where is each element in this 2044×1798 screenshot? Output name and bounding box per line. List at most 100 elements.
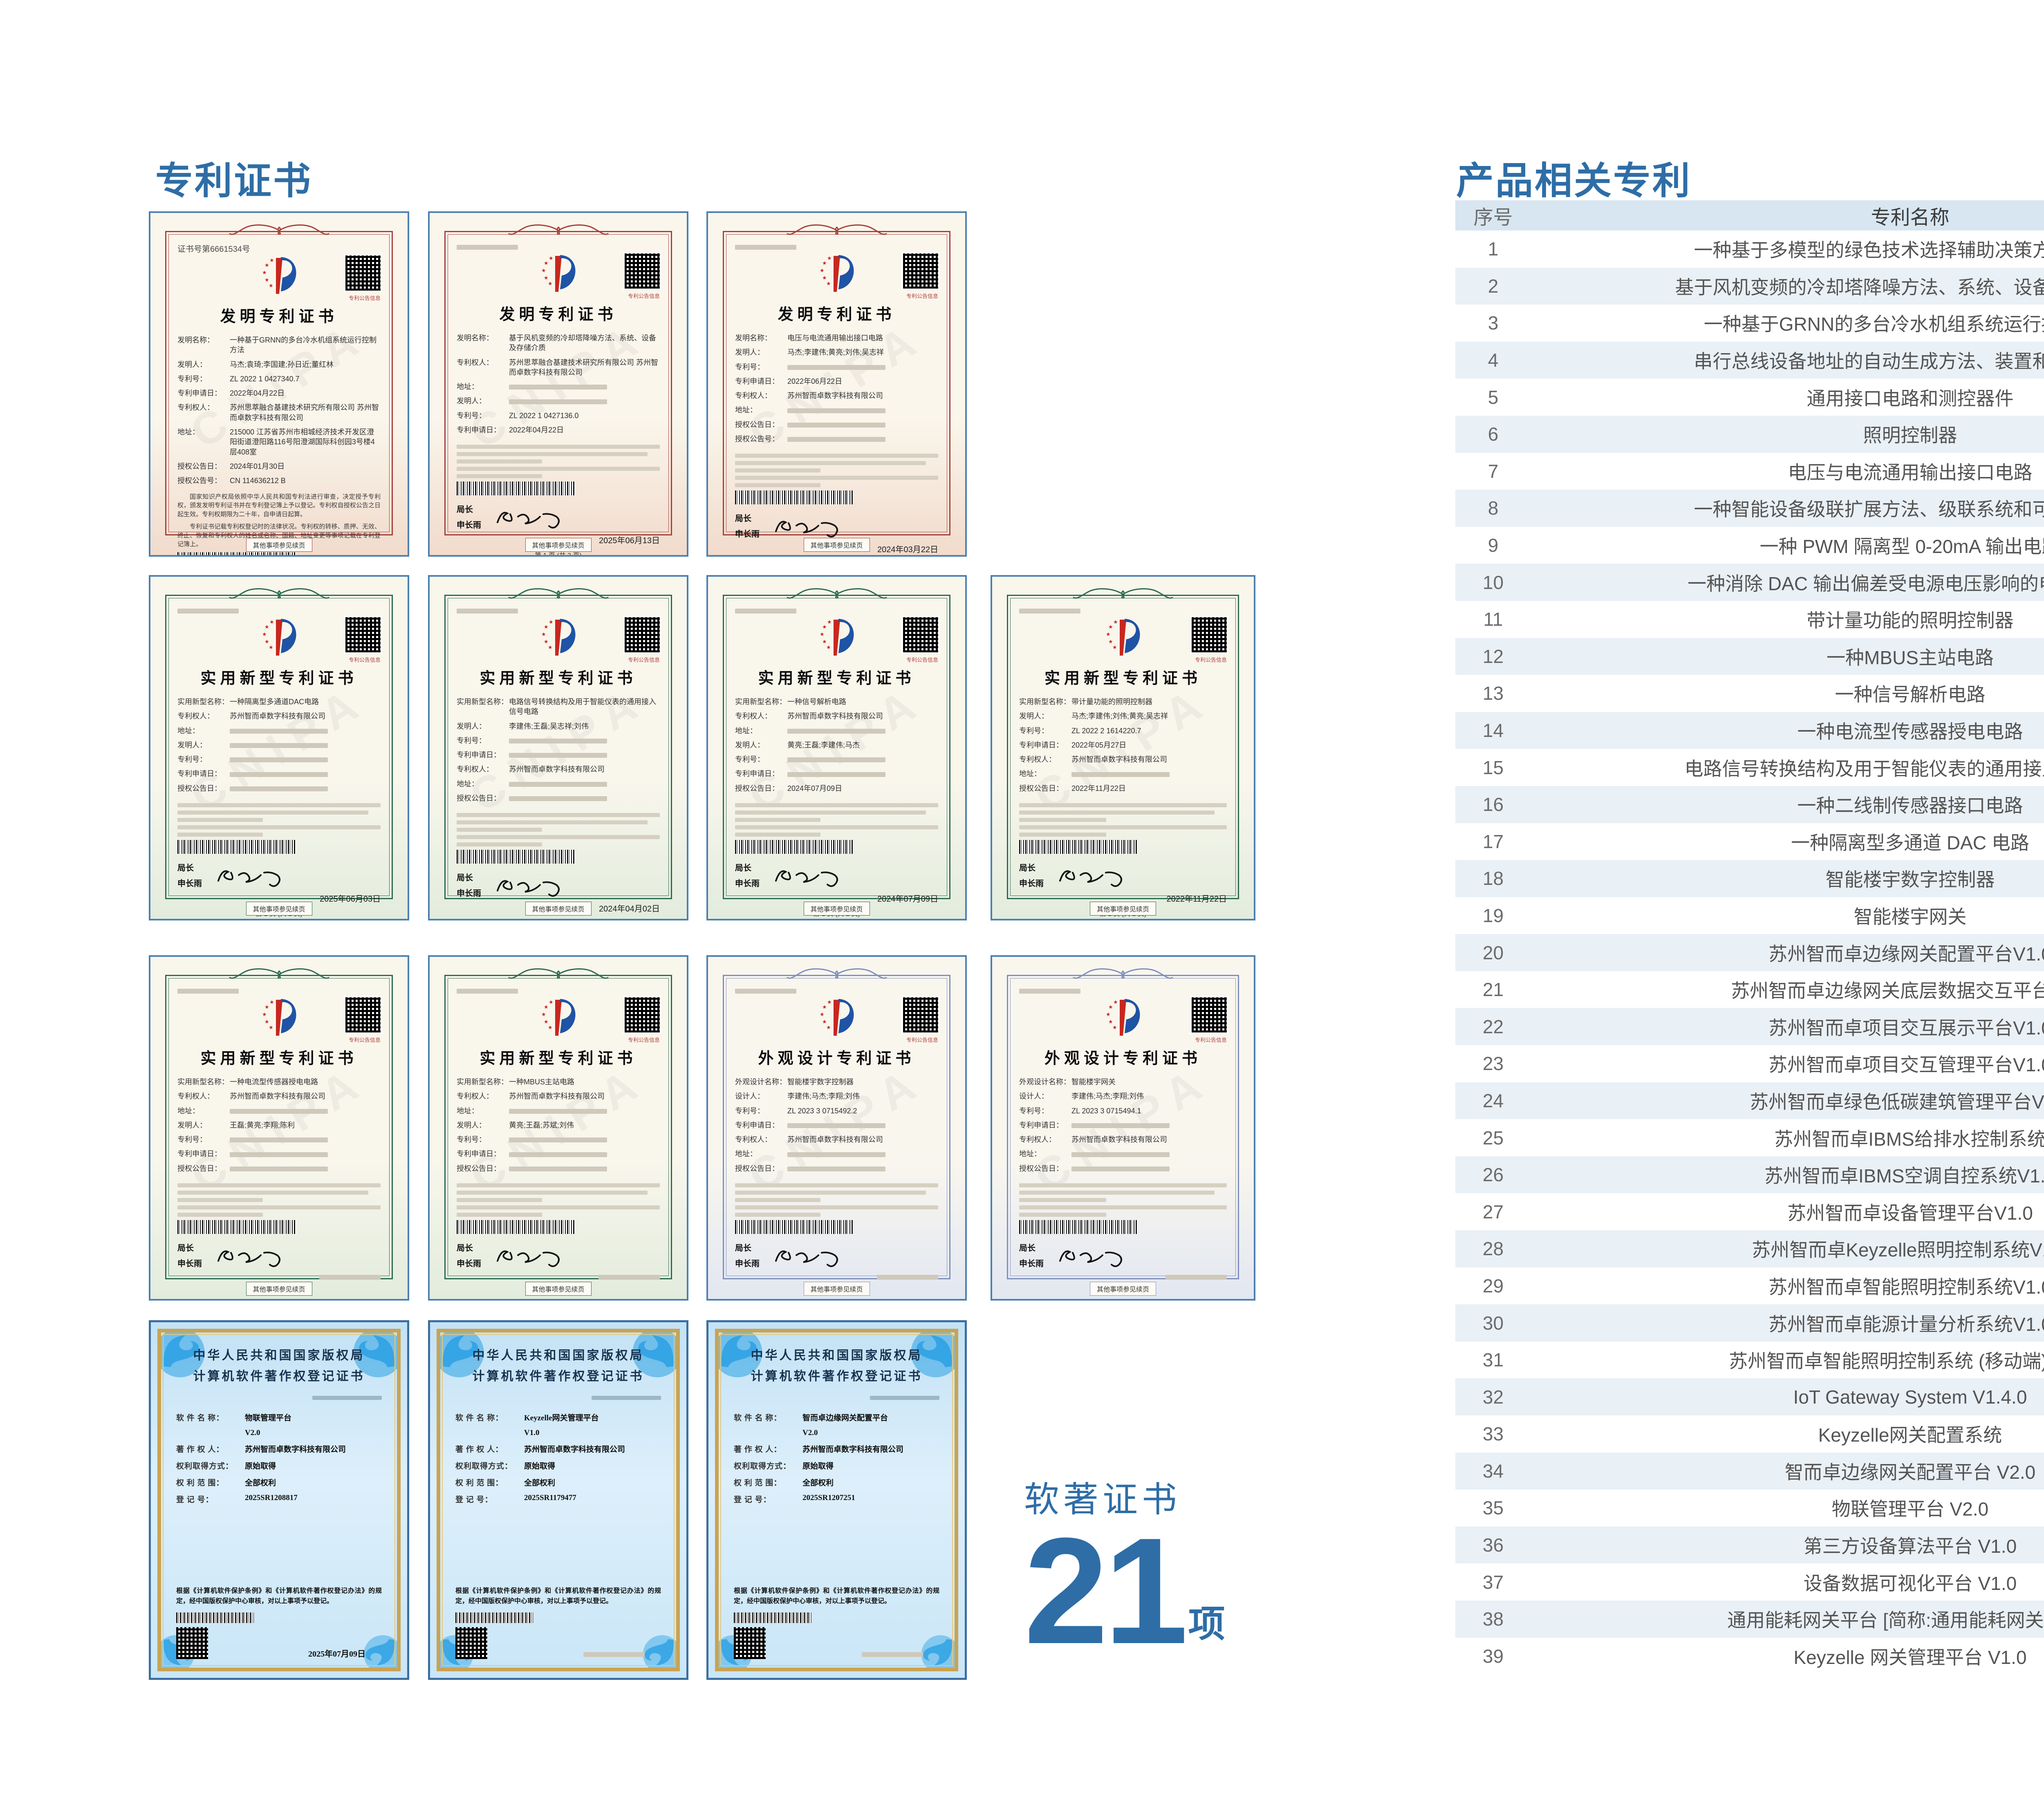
field-row: 授权公告日： 2024年01月30日 xyxy=(177,461,381,471)
table-row: 30 苏州智而卓能源计量分析系统V1.0 软著 xyxy=(1455,1304,2044,1341)
field-row: 授权公告号： CN 114636212 B xyxy=(177,476,381,486)
cell-no: 24 xyxy=(1482,1090,1504,1111)
cell-no: 27 xyxy=(1482,1201,1504,1223)
field-row: 实用新型名称： 电路信号转换结构及用于智能仪表的通用接入信号电路 xyxy=(457,697,660,717)
cell-name: 一种 PWM 隔离型 0-20mA 输出电路 xyxy=(1759,536,2044,558)
sw-cert-number xyxy=(455,1394,661,1401)
svg-text:★: ★ xyxy=(544,1004,549,1010)
field-label: 权 利 范 围： xyxy=(734,1479,782,1487)
table-row: 17 一种隔离型多通道 DAC 电路 实用新型 xyxy=(1455,823,2044,860)
svg-text:★: ★ xyxy=(549,255,554,261)
patent-certificate: CNIPA ★ ★ ★ ★ ★ 专利公告信息 实用新型专利证书 实 xyxy=(428,575,688,920)
field-label: 专利号： xyxy=(1019,1106,1049,1115)
field-label: 登 记 号： xyxy=(734,1496,771,1504)
field-label: 地址： xyxy=(1019,770,1041,778)
cert-ornament-icon xyxy=(787,968,887,979)
table-row: 31 苏州智而卓智能照明控制系统 (移动端) V1.0 软著 xyxy=(1455,1341,2044,1379)
cell-no: 9 xyxy=(1488,535,1499,556)
field-label: 专利申请日： xyxy=(177,1150,222,1158)
field-row: 发明人： 李建伟;王磊;吴志祥;刘伟 xyxy=(457,721,660,731)
field-value: 智能楼宇数字控制器 xyxy=(787,1078,854,1086)
cnipa-logo-icon: ★ ★ ★ ★ ★ xyxy=(541,255,576,292)
field-value xyxy=(787,434,938,444)
cell-name: 苏州智而卓Keyzelle照明控制系统V1.0 xyxy=(1752,1239,2044,1261)
field-row: 授权公告日： xyxy=(457,793,660,803)
field-row: 地址： xyxy=(457,1106,660,1116)
field-row: 权 利 范 围： 全部权利 xyxy=(734,1477,939,1488)
field-value: 李建伟;王磊;吴志祥;刘伟 xyxy=(509,722,589,730)
cert-number xyxy=(735,242,938,252)
cert-title: 外观设计专利证书 xyxy=(758,1050,915,1067)
field-value xyxy=(509,750,660,760)
cell-no: 21 xyxy=(1482,979,1504,1001)
cert-date: 2024年07月09日 xyxy=(877,895,938,904)
field-row: 发明人： 马杰;李建伟;黄亮;刘伟;吴志祥 xyxy=(735,347,938,357)
field-label: 专利申请日： xyxy=(1019,741,1063,749)
cert-ornament-icon xyxy=(229,588,329,599)
officer-label: 局长 xyxy=(735,864,751,873)
field-value xyxy=(787,405,938,415)
table-row: 11 带计量功能的照明控制器 实用新型 xyxy=(1455,600,2044,638)
field-value xyxy=(230,1135,381,1144)
table-row: 24 苏州智而卓绿色低碳建筑管理平台V1.0 软著 xyxy=(1455,1082,2044,1120)
soft-count-unit: 项 xyxy=(1188,1604,1225,1645)
field-value: 苏州智而卓数字科技有限公司 xyxy=(230,1092,325,1101)
cert-paragraphs xyxy=(735,1180,938,1220)
qr-caption: 专利公告信息 xyxy=(348,657,381,663)
svg-text:★: ★ xyxy=(1108,624,1113,630)
field-row: 专利权人： 苏州智而卓数字科技有限公司 xyxy=(457,1091,660,1101)
cert-fields: 实用新型名称： 一种电流型传感器授电电路 专利权人： 苏州智而卓数字科技有限公司 地址：… xyxy=(177,1077,381,1173)
cert-title: 实用新型专利证书 xyxy=(1044,670,1201,687)
field-value xyxy=(787,1120,938,1130)
field-value: 李建伟;马杰;李翔;刘伟 xyxy=(787,1092,860,1101)
field-row: V1.0 xyxy=(455,1429,661,1438)
qr-code-icon xyxy=(901,616,940,654)
svg-text:★: ★ xyxy=(549,999,554,1005)
cert-fields: 外观设计名称： 智能楼宇数字控制器 设计人： 李建伟;马杰;李翔;刘伟 专利号： ZL 2… xyxy=(735,1077,938,1173)
field-value xyxy=(509,1106,660,1116)
field-value: ZL 2022 1 0427340.7 xyxy=(230,374,300,383)
field-row: 实用新型名称： 带计量功能的照明控制器 xyxy=(1019,697,1227,707)
barcode-icon xyxy=(457,1220,575,1234)
field-row: 专利权人： 苏州智而卓数字科技有限公司 xyxy=(1019,1135,1227,1144)
field-label xyxy=(176,1429,245,1438)
field-row: 权利取得方式： 原始取得 xyxy=(734,1460,939,1471)
cell-no: 22 xyxy=(1482,1016,1504,1037)
cell-no: 36 xyxy=(1482,1534,1504,1556)
sw-header-line2: 计算机软件著作权登记证书 xyxy=(193,1370,365,1383)
field-label xyxy=(455,1429,524,1438)
field-label: 专利权人： xyxy=(177,403,214,412)
svg-text:★: ★ xyxy=(264,262,269,268)
soft-count-label: 软著证书 xyxy=(1024,1480,1181,1519)
field-row: 专利权人： 苏州思萃融合基建技术研究所有限公司 苏州智而卓数字科技有限公司 xyxy=(177,403,381,423)
svg-text:★: ★ xyxy=(544,1019,549,1025)
field-value: V1.0 xyxy=(524,1429,540,1437)
field-value: 2022年05月27日 xyxy=(1071,741,1127,749)
cell-no: 4 xyxy=(1488,349,1499,371)
patents-title: 专利证书 xyxy=(155,160,313,202)
svg-text:★: ★ xyxy=(541,267,546,273)
field-row: 实用新型名称： 一种MBUS主站电路 xyxy=(457,1077,660,1087)
cell-no: 12 xyxy=(1482,645,1504,667)
field-label: 实用新型名称： xyxy=(735,698,787,706)
field-label: 实用新型名称： xyxy=(457,698,508,706)
cell-no: 39 xyxy=(1482,1645,1504,1667)
cell-name: 基于风机变频的冷却塔降噪方法、系统、设备及存储介质 xyxy=(1675,276,2044,298)
field-row: 软 件 名 称： 智而卓边缘网关配置平台 xyxy=(734,1412,939,1423)
field-label: 授权公告日： xyxy=(735,1164,779,1173)
sw-header-line1: 中华人民共和国国家版权局 xyxy=(472,1349,644,1362)
cell-no: 2 xyxy=(1488,275,1499,297)
field-label: 著 作 权 人： xyxy=(455,1445,504,1454)
cert-date xyxy=(177,1272,381,1282)
software-certificate: 中华人民共和国国家版权局 计算机软件著作权登记证书 软 件 名 称： 物联管理平台… xyxy=(149,1320,409,1680)
cell-no: 19 xyxy=(1482,905,1504,926)
cert-fields: 实用新型名称： 一种MBUS主站电路 专利权人： 苏州智而卓数字科技有限公司 地址： 发明… xyxy=(457,1077,660,1173)
field-label: 授权公告号： xyxy=(177,477,222,485)
field-label: 软 件 名 称： xyxy=(734,1414,782,1422)
field-label: 专利权人： xyxy=(457,1092,493,1101)
field-row: 权 利 范 围： 全部权利 xyxy=(176,1477,382,1488)
officer-label: 局长 xyxy=(1019,864,1035,873)
field-row: 地址： xyxy=(735,1149,938,1159)
cert-fields: 外观设计名称： 智能楼宇网关 设计人： 李建伟;马杰;李翔;刘伟 专利号： ZL 2023… xyxy=(1019,1077,1227,1173)
cell-no: 13 xyxy=(1482,683,1504,704)
